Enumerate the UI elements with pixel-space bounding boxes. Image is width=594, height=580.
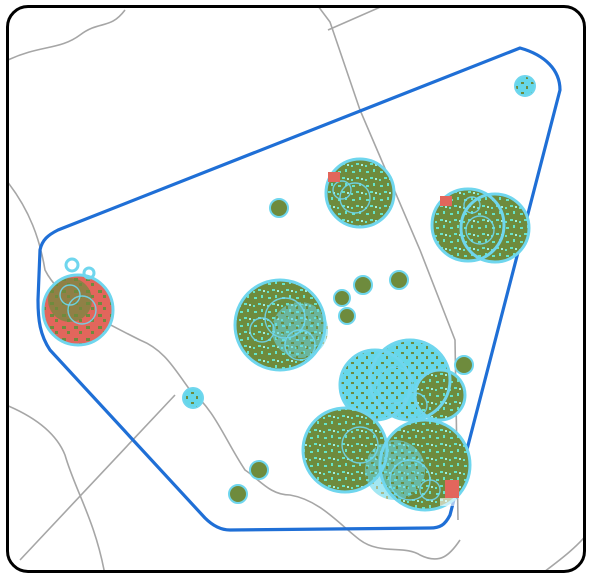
map-frame: [6, 5, 586, 573]
site-cluster-north[interactable]: [324, 157, 396, 229]
site-small-center-2[interactable]: [389, 270, 409, 290]
site-small-south-2[interactable]: [228, 484, 248, 504]
site-cluster-northeast[interactable]: [430, 187, 531, 264]
site-small-center-3[interactable]: [333, 289, 351, 307]
site-small-center-4[interactable]: [338, 307, 356, 325]
site-small-center-1[interactable]: [353, 275, 373, 295]
site-cluster-west[interactable]: [41, 257, 115, 347]
site-cluster-southeast-lower[interactable]: [301, 406, 472, 512]
site-small-east[interactable]: [454, 355, 474, 375]
coverage-hull[interactable]: [36, 46, 562, 532]
map-canvas[interactable]: [6, 5, 586, 573]
site-small-south-1[interactable]: [249, 460, 269, 480]
site-small-nw[interactable]: [269, 198, 289, 218]
site-cluster-southeast-upper[interactable]: [338, 338, 467, 422]
site-small-west-mid[interactable]: [182, 387, 204, 409]
site-cluster-central[interactable]: [233, 278, 328, 372]
site-small-ne-corner[interactable]: [514, 75, 536, 97]
